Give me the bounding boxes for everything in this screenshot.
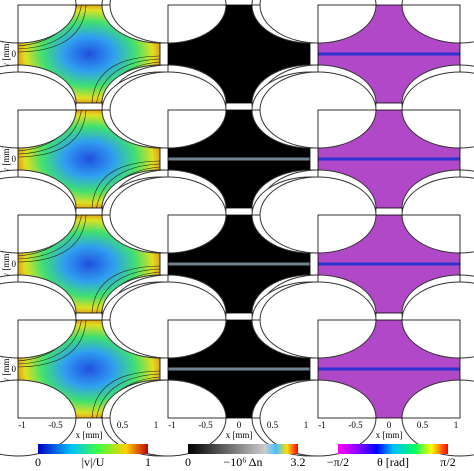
y-tick-label: 0 <box>12 364 17 374</box>
x-tick-label: 0 <box>387 420 392 430</box>
colorbar-label: θ [rad] <box>377 455 409 469</box>
center-band <box>168 262 310 266</box>
center-band <box>168 157 310 161</box>
colorbar <box>38 444 148 454</box>
x-tick-label: -1 <box>168 420 176 430</box>
x-tick-label: -0.5 <box>198 420 213 430</box>
frame <box>17 109 161 209</box>
x-tick-label: -1 <box>318 420 326 430</box>
frame <box>167 319 311 419</box>
x-tick-label: 0.5 <box>417 420 429 430</box>
streamline <box>17 109 161 209</box>
frame <box>17 4 161 104</box>
y-tick-label: 0 <box>12 154 17 164</box>
streamline <box>17 319 161 419</box>
colorbar-min: −π/2 <box>327 455 349 469</box>
y-axis-label: y [mm] <box>1 41 11 68</box>
frame <box>317 214 461 314</box>
streamline <box>17 4 161 104</box>
streamline <box>17 109 161 209</box>
frame <box>317 319 461 419</box>
x-axis-label: x [mm] <box>226 430 253 440</box>
x-tick-label: 0.5 <box>267 420 279 430</box>
x-tick-label: 1 <box>304 420 309 430</box>
colorbar-max: π/2 <box>440 455 455 469</box>
colorbar <box>338 444 448 454</box>
y-axis-label: y [mm] <box>1 356 11 383</box>
streamline <box>17 319 161 419</box>
frame <box>167 4 311 104</box>
x-tick-label: 0 <box>87 420 92 430</box>
colorbar-min: 0 <box>35 455 41 469</box>
colorbar-label: |v|/U <box>82 455 105 469</box>
x-axis-label: x [mm] <box>376 430 403 440</box>
x-tick-label: -1 <box>18 420 26 430</box>
x-tick-label: 1 <box>454 420 459 430</box>
streamline <box>17 214 161 314</box>
x-tick-label: 0.5 <box>117 420 129 430</box>
panel <box>259 281 474 457</box>
colorbar-min: 0 <box>185 455 191 469</box>
x-tick-label: -0.5 <box>48 420 63 430</box>
y-tick-label: 0 <box>12 259 17 269</box>
frame <box>167 109 311 209</box>
y-tick-label: 0 <box>12 49 17 59</box>
center-band <box>318 262 460 266</box>
frame <box>167 214 311 314</box>
streamline <box>17 214 161 314</box>
colorbar-label: −10⁶ Δn <box>223 455 262 469</box>
x-tick-label: 1 <box>154 420 159 430</box>
frame <box>17 319 161 419</box>
streamline <box>17 4 161 104</box>
y-axis-label: y [mm] <box>1 146 11 173</box>
colorbar <box>188 444 298 454</box>
center-band <box>318 367 460 371</box>
center-band <box>318 52 460 56</box>
frame <box>17 214 161 314</box>
x-tick-label: 0 <box>237 420 242 430</box>
y-axis-label: y [mm] <box>1 251 11 278</box>
frame <box>317 4 461 104</box>
colorbar-max: 1 <box>145 455 151 469</box>
center-band <box>168 367 310 371</box>
frame <box>317 109 461 209</box>
x-axis-label: x [mm] <box>76 430 103 440</box>
x-tick-label: -0.5 <box>348 420 363 430</box>
colorbar-max: 3.2 <box>291 455 306 469</box>
center-band <box>318 157 460 161</box>
